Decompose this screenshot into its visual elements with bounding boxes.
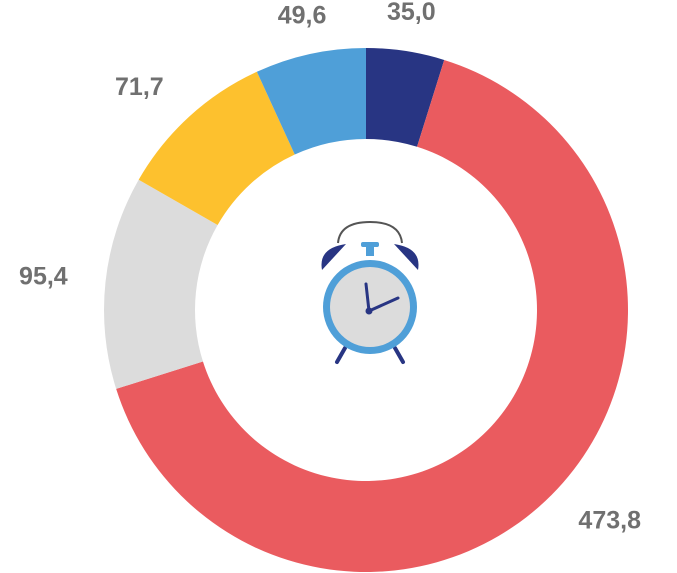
donut-segment	[138, 71, 295, 225]
donut-segment	[256, 48, 366, 155]
donut-segment	[366, 48, 445, 147]
donut-segment	[104, 179, 218, 389]
data-label: 95,4	[19, 263, 68, 291]
data-label: 71,7	[115, 73, 164, 101]
data-label: 473,8	[578, 506, 641, 534]
data-label: 35,0	[387, 0, 436, 26]
donut-segment	[116, 59, 628, 573]
clock-icon	[321, 220, 419, 364]
data-label: 49,6	[278, 2, 327, 30]
